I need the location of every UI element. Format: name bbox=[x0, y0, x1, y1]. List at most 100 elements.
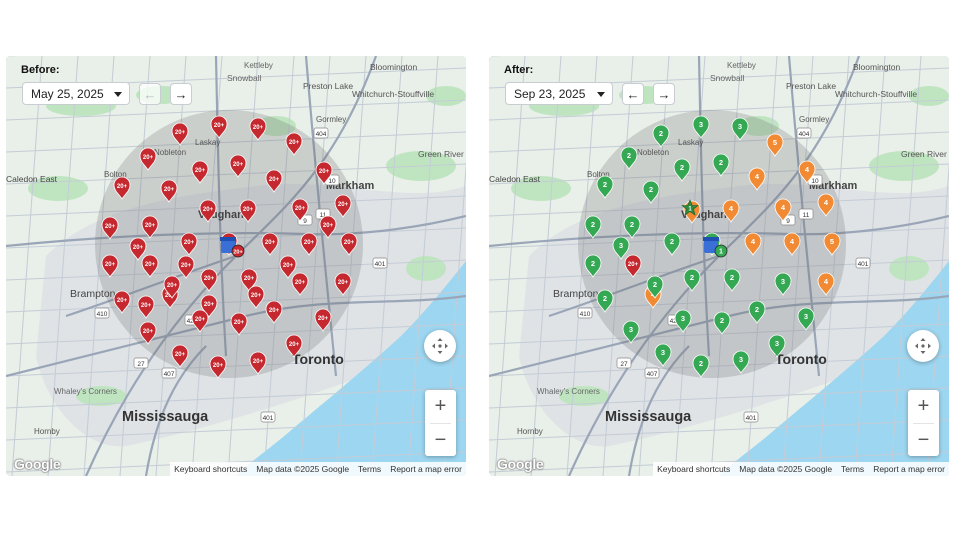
rank-pin[interactable]: 3 bbox=[797, 307, 815, 331]
date-select[interactable]: May 25, 2025 bbox=[22, 82, 130, 105]
rank-pin[interactable]: 2 bbox=[642, 180, 660, 204]
rank-pin[interactable]: 20+ bbox=[141, 215, 159, 239]
rank-pin[interactable]: 20+ bbox=[300, 232, 318, 256]
rank-pin[interactable]: 3 bbox=[732, 350, 750, 374]
rank-pin[interactable]: 20+ bbox=[291, 272, 309, 296]
rank-pin[interactable]: 20+ bbox=[101, 216, 119, 240]
rank-pin[interactable]: 4 bbox=[798, 160, 816, 184]
date-select[interactable]: Sep 23, 2025 bbox=[505, 82, 613, 105]
rank-pin[interactable]: 2 bbox=[584, 254, 602, 278]
rank-pin[interactable]: 20+ bbox=[334, 272, 352, 296]
terms-link[interactable]: Terms bbox=[841, 464, 865, 474]
prev-date-button[interactable]: ← bbox=[622, 83, 644, 105]
map-panel-after[interactable]: Kettleby Bloomington Snowball Preston Lake W… bbox=[489, 56, 949, 476]
rank-pin[interactable]: 20+ bbox=[113, 290, 131, 314]
rank-pin[interactable]: 2 bbox=[692, 354, 710, 378]
rank-pin[interactable]: 20+ bbox=[209, 355, 227, 379]
rank-pin[interactable]: 20+ bbox=[291, 198, 309, 222]
rank-pin[interactable]: 2 bbox=[584, 215, 602, 239]
rank-pin[interactable]: 20+ bbox=[171, 344, 189, 368]
rank-pin[interactable]: 2 bbox=[713, 311, 731, 335]
terms-link[interactable]: Terms bbox=[358, 464, 382, 474]
keyboard-shortcuts-link[interactable]: Keyboard shortcuts bbox=[174, 464, 248, 474]
rank-pin[interactable]: 3 bbox=[674, 309, 692, 333]
zoom-out-button[interactable]: − bbox=[434, 429, 447, 451]
rank-pin[interactable]: 20+ bbox=[160, 179, 178, 203]
rank-pin[interactable]: 2 bbox=[712, 153, 730, 177]
rank-pin[interactable]: 20+ bbox=[137, 295, 155, 319]
rank-pin[interactable]: 2 bbox=[683, 268, 701, 292]
zoom-out-button[interactable]: − bbox=[917, 429, 930, 451]
rank-pin[interactable]: 2 bbox=[620, 146, 638, 170]
recenter-button[interactable] bbox=[424, 330, 456, 362]
rank-pin[interactable]: 2 bbox=[652, 124, 670, 148]
rank-pin[interactable]: 20+ bbox=[279, 255, 297, 279]
rank-pin[interactable]: 3 bbox=[622, 320, 640, 344]
rank-pin[interactable]: 20+ bbox=[171, 122, 189, 146]
rank-pin[interactable]: 5 bbox=[766, 133, 784, 157]
rank-pin[interactable]: 20+ bbox=[141, 254, 159, 278]
rank-pin[interactable]: 4 bbox=[722, 199, 740, 223]
rank-pin[interactable]: 20+ bbox=[624, 254, 642, 278]
rank-pin[interactable]: 3 bbox=[612, 236, 630, 260]
rank-pin[interactable]: 20+ bbox=[240, 268, 258, 292]
rank-pin[interactable]: 20+ bbox=[285, 132, 303, 156]
rank-pin[interactable]: 20+ bbox=[314, 308, 332, 332]
report-error-link[interactable]: Report a map error bbox=[390, 464, 462, 474]
rank-pin[interactable]: 20+ bbox=[180, 232, 198, 256]
rank-pin[interactable]: 20+ bbox=[247, 285, 265, 309]
rank-pin[interactable]: 20+ bbox=[101, 254, 119, 278]
rank-pin[interactable]: 2 bbox=[596, 289, 614, 313]
rank-pin[interactable]: 20+ bbox=[191, 309, 209, 333]
rank-pin[interactable]: 20+ bbox=[163, 275, 181, 299]
map-panel-before[interactable]: Kettleby Bloomington Snowball Preston Lake W… bbox=[6, 56, 466, 476]
rank-pin[interactable]: 4 bbox=[817, 272, 835, 296]
rank-pin[interactable]: 3 bbox=[768, 334, 786, 358]
rank-pin[interactable]: 4 bbox=[783, 232, 801, 256]
rank-pin[interactable]: 20+ bbox=[199, 199, 217, 223]
rank-pin[interactable]: 3 bbox=[774, 272, 792, 296]
prev-date-button[interactable]: ← bbox=[139, 83, 161, 105]
rank-pin[interactable]: 20+ bbox=[210, 115, 228, 139]
recenter-button[interactable] bbox=[907, 330, 939, 362]
rank-pin[interactable]: 2 bbox=[646, 275, 664, 299]
rank-pin[interactable]: 20+ bbox=[139, 147, 157, 171]
rank-pin[interactable]: 2 bbox=[596, 175, 614, 199]
rank-pin[interactable]: 2 bbox=[663, 232, 681, 256]
rank-pin[interactable]: 20+ bbox=[239, 199, 257, 223]
rank-pin[interactable]: 20+ bbox=[191, 160, 209, 184]
rank-pin[interactable]: 4 bbox=[748, 167, 766, 191]
rank-pin[interactable]: 4 bbox=[774, 198, 792, 222]
rank-pin[interactable]: 20+ bbox=[265, 300, 283, 324]
rank-pin[interactable]: 20+ bbox=[229, 154, 247, 178]
rank-pin[interactable]: 2 bbox=[748, 300, 766, 324]
rank-pin[interactable]: 20+ bbox=[315, 161, 333, 185]
rank-pin[interactable]: 20+ bbox=[285, 334, 303, 358]
next-date-button[interactable]: → bbox=[653, 83, 675, 105]
rank-pin[interactable]: 4 bbox=[744, 232, 762, 256]
zoom-in-button[interactable]: + bbox=[917, 395, 930, 417]
rank-pin[interactable]: 20+ bbox=[334, 194, 352, 218]
rank-pin[interactable]: 20+ bbox=[249, 117, 267, 141]
rank-pin[interactable]: 3 bbox=[731, 117, 749, 141]
rank-pin[interactable]: 20+ bbox=[200, 268, 218, 292]
rank-pin[interactable]: 20+ bbox=[249, 351, 267, 375]
rank-pin[interactable]: 20+ bbox=[319, 215, 337, 239]
rank-pin[interactable]: 20+ bbox=[230, 312, 248, 336]
zoom-in-button[interactable]: + bbox=[434, 395, 447, 417]
rank-pin[interactable]: 20+ bbox=[113, 176, 131, 200]
next-date-button[interactable]: → bbox=[170, 83, 192, 105]
rank-pin[interactable]: 5 bbox=[823, 232, 841, 256]
keyboard-shortcuts-link[interactable]: Keyboard shortcuts bbox=[657, 464, 731, 474]
rank-pin[interactable]: 20+ bbox=[340, 232, 358, 256]
rank-pin[interactable]: 20+ bbox=[177, 255, 195, 279]
rank-pin[interactable]: 2 bbox=[673, 158, 691, 182]
rank-pin[interactable]: 3 bbox=[692, 115, 710, 139]
rank-pin[interactable]: 20+ bbox=[265, 169, 283, 193]
rank-pin[interactable]: 4 bbox=[817, 193, 835, 217]
rank-pin[interactable]: 2 bbox=[623, 215, 641, 239]
rank-pin[interactable]: 20+ bbox=[139, 321, 157, 345]
report-error-link[interactable]: Report a map error bbox=[873, 464, 945, 474]
